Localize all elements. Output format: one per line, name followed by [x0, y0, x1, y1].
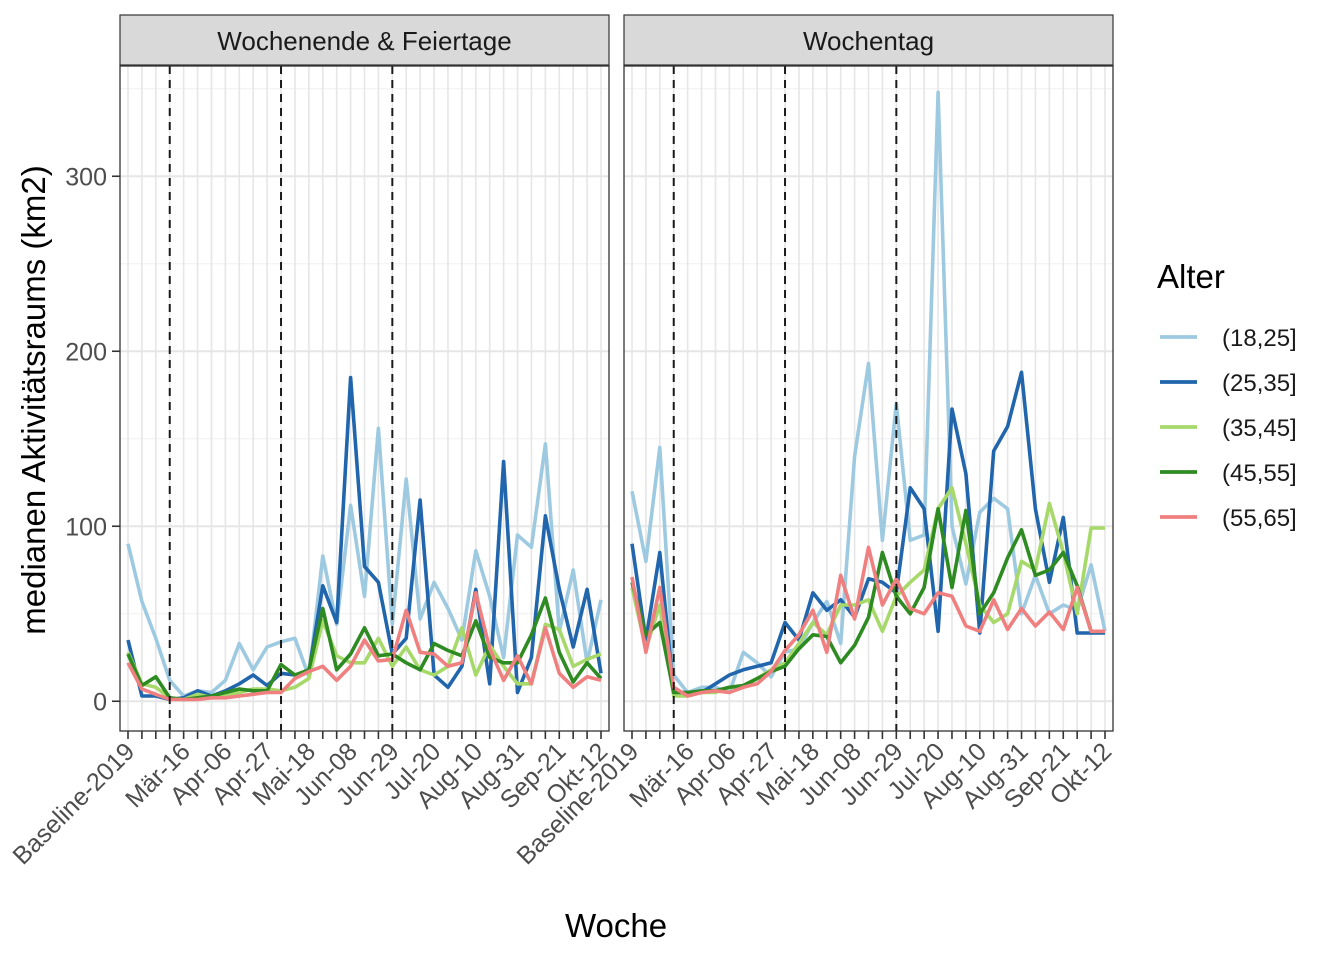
y-tick-label: 100: [65, 513, 107, 541]
series-line-18-25: [126, 426, 603, 698]
series-line-55-65: [126, 590, 602, 702]
legend-items: (18,25] (25,35] (35,45] (45,55] (55,65]: [1160, 325, 1297, 532]
y-tick-label: 200: [65, 338, 107, 366]
x-tick-label: Baseline-2019: [7, 737, 140, 870]
legend-label: (25,35]: [1222, 370, 1297, 397]
series-line-25-35: [126, 375, 603, 702]
legend-label: (45,55]: [1222, 460, 1297, 487]
legend-label: (55,65]: [1222, 505, 1297, 532]
y-tick-label: 300: [65, 163, 107, 191]
y-tick-label: 0: [93, 688, 107, 716]
panels-layer: Wochenende & FeiertageBaseline-2019Mär-1…: [7, 14, 1117, 870]
legend-title: Alter: [1157, 258, 1225, 295]
x-axis-title: Woche: [565, 907, 667, 944]
y-axis-title: medianen Aktivitätsraums (km2): [15, 165, 52, 635]
legend-label: (18,25]: [1222, 325, 1297, 352]
y-axis: 0 100 200 300: [65, 163, 120, 716]
legend-label: (35,45]: [1222, 415, 1297, 442]
facet-strip-label: Wochentag: [803, 26, 934, 56]
legend: Alter (18,25] (25,35] (35,45] (45,55] (55,65…: [1157, 258, 1297, 532]
facet-strip-label: Wochenende & Feiertage: [217, 26, 511, 56]
facet-strip: [623, 14, 1114, 66]
panel-weekend: Wochenende & FeiertageBaseline-2019Mär-1…: [7, 14, 613, 870]
series-line-25-35: [630, 370, 1105, 695]
series-line-55-65: [630, 545, 1105, 698]
facet-strip: [119, 14, 610, 66]
